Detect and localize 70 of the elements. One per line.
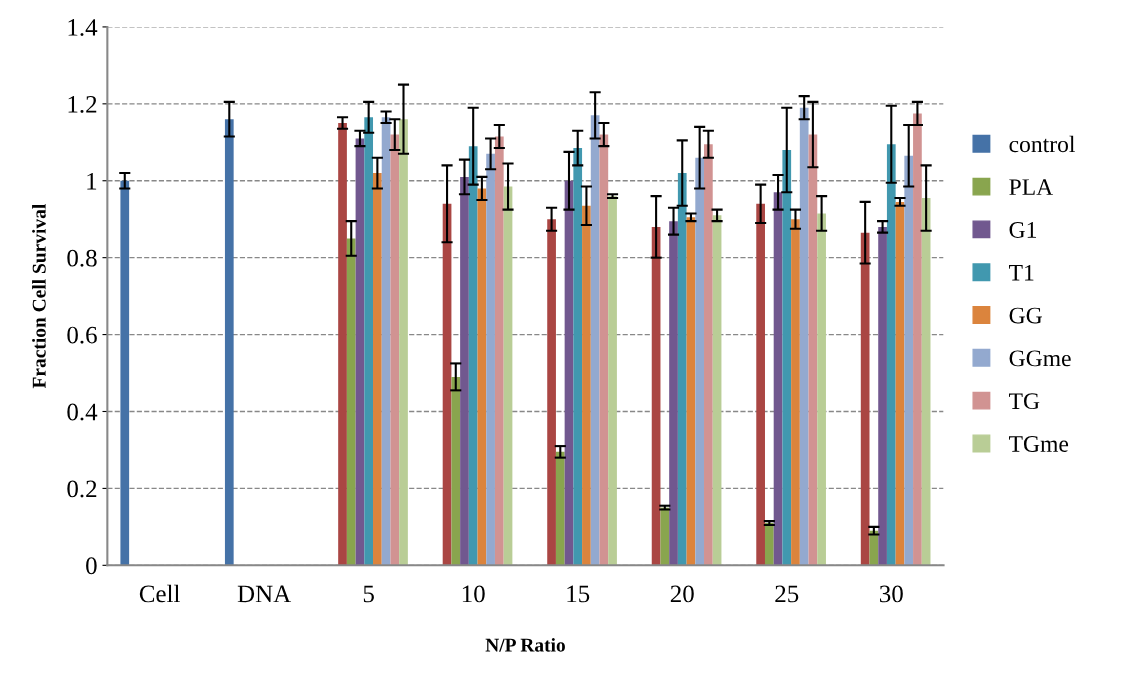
bar: [346, 238, 356, 566]
legend-label: PLA: [1009, 179, 1054, 195]
x-tick-label: 20: [670, 585, 694, 603]
bar: [573, 148, 583, 566]
bar: [381, 117, 391, 566]
bar: [547, 219, 556, 566]
bar: [677, 173, 687, 566]
bar: [608, 196, 617, 566]
bar: [660, 507, 670, 566]
bar: [355, 138, 365, 566]
y-tick-label: 0: [86, 557, 97, 575]
bar: [451, 376, 461, 566]
bar: [695, 157, 705, 566]
bar: [817, 213, 826, 566]
y-tick-label: 0.4: [67, 403, 98, 421]
bar: [886, 144, 896, 566]
bar: [503, 186, 513, 566]
bar: [390, 134, 400, 566]
y-tick-label: 0.6: [67, 326, 97, 344]
x-axis-title: N/P Ratio: [485, 637, 565, 652]
bar: [494, 136, 504, 566]
legend-label: TG: [1009, 393, 1040, 410]
y-tick-label: 0.2: [67, 480, 97, 498]
bar: [460, 176, 469, 566]
bar: [799, 107, 809, 566]
bar: [120, 180, 130, 566]
x-tick-label: 15: [567, 585, 590, 603]
bar: [399, 119, 408, 566]
bar: [878, 226, 887, 566]
x-tick-label: Cell: [139, 584, 180, 603]
x-tick-label: 25: [775, 585, 799, 603]
bar: [860, 232, 870, 566]
bar: [904, 155, 914, 566]
bar: [756, 203, 765, 566]
bar: [468, 146, 478, 566]
legend-label: TGme: [1009, 436, 1069, 452]
y-tick-label: 1: [87, 172, 97, 190]
bar: [764, 523, 774, 566]
bar: [373, 173, 382, 566]
legend-label: G1: [1009, 222, 1037, 238]
bar: [555, 451, 565, 566]
bar: [599, 134, 609, 566]
x-tick-label: 5: [363, 585, 374, 603]
legend-label: GGme: [1009, 350, 1071, 367]
legend-label: GG: [1009, 307, 1042, 324]
y-tick-label: 1.4: [68, 19, 98, 36]
bar: [224, 119, 234, 566]
bar: [590, 115, 600, 566]
x-tick-label: 30: [879, 585, 903, 603]
bar: [791, 219, 800, 566]
legend-label: T1: [1009, 264, 1034, 281]
bar: [338, 123, 347, 566]
y-tick-label: 0.8: [67, 249, 97, 267]
y-tick-label: 1.2: [68, 95, 97, 113]
bar: [773, 192, 783, 566]
legend-label: control: [1009, 135, 1075, 153]
bar: [686, 217, 696, 566]
bar: [913, 113, 922, 566]
bar: [669, 221, 678, 566]
bar: [704, 144, 713, 566]
bar: [895, 201, 905, 566]
x-tick-label: 10: [462, 585, 485, 603]
bar: [582, 205, 591, 566]
bar: [364, 117, 374, 566]
bar: [782, 149, 792, 566]
x-tick-label: DNA: [237, 585, 292, 603]
bar: [486, 153, 495, 566]
y-axis-title: Fraction Cell Survival: [32, 204, 46, 389]
bar: [712, 215, 722, 566]
bar: [477, 188, 487, 566]
